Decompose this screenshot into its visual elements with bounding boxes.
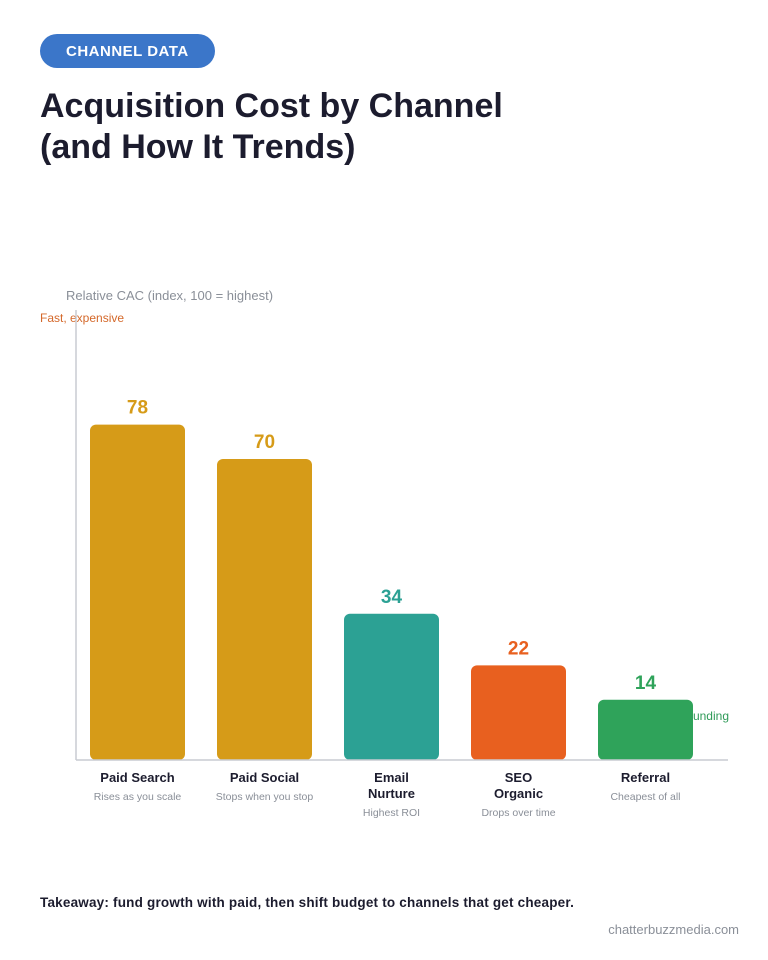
category-label: Organic — [494, 786, 543, 801]
bar-value-label: 70 — [254, 432, 275, 453]
bar-value-label: 14 — [635, 673, 657, 694]
category-note: Rises as you scale — [94, 791, 182, 803]
category-note: Drops over time — [481, 807, 555, 819]
title-line-1: Acquisition Cost by Channel — [40, 87, 503, 125]
bar-value-label: 34 — [381, 587, 403, 608]
page-title: Acquisition Cost by Channel (and How It … — [40, 86, 600, 168]
brand-footer: chatterbuzzmedia.com — [608, 922, 739, 937]
category-label: Paid Search — [100, 770, 174, 785]
bar — [217, 459, 312, 760]
bar — [344, 613, 439, 760]
bar — [90, 424, 185, 760]
category-note: Cheapest of all — [610, 791, 680, 803]
bar — [471, 665, 566, 760]
title-line-2: (and How It Trends) — [40, 128, 356, 166]
bar — [598, 699, 693, 760]
category-label: Email — [374, 770, 409, 785]
axis-annotation-top: Fast, expensive — [40, 311, 124, 325]
bar-value-label: 78 — [127, 398, 148, 419]
axis-annotation-bottom: unding — [693, 709, 729, 723]
bar-value-label: 22 — [508, 638, 529, 659]
cac-bar-chart: unding Relative CAC (index, 100 = highest… — [40, 288, 729, 819]
category-label: Paid Social — [230, 770, 299, 785]
category-label: Referral — [621, 770, 670, 785]
category-label: SEO — [505, 770, 532, 785]
takeaway-text: Takeaway: fund growth with paid, then sh… — [40, 895, 575, 910]
section-badge: CHANNEL DATA — [40, 34, 215, 68]
y-axis-label: Relative CAC (index, 100 = highest) — [66, 288, 273, 303]
category-note: Stops when you stop — [216, 791, 314, 803]
category-note: Highest ROI — [363, 807, 420, 819]
category-label: Nurture — [368, 786, 415, 801]
